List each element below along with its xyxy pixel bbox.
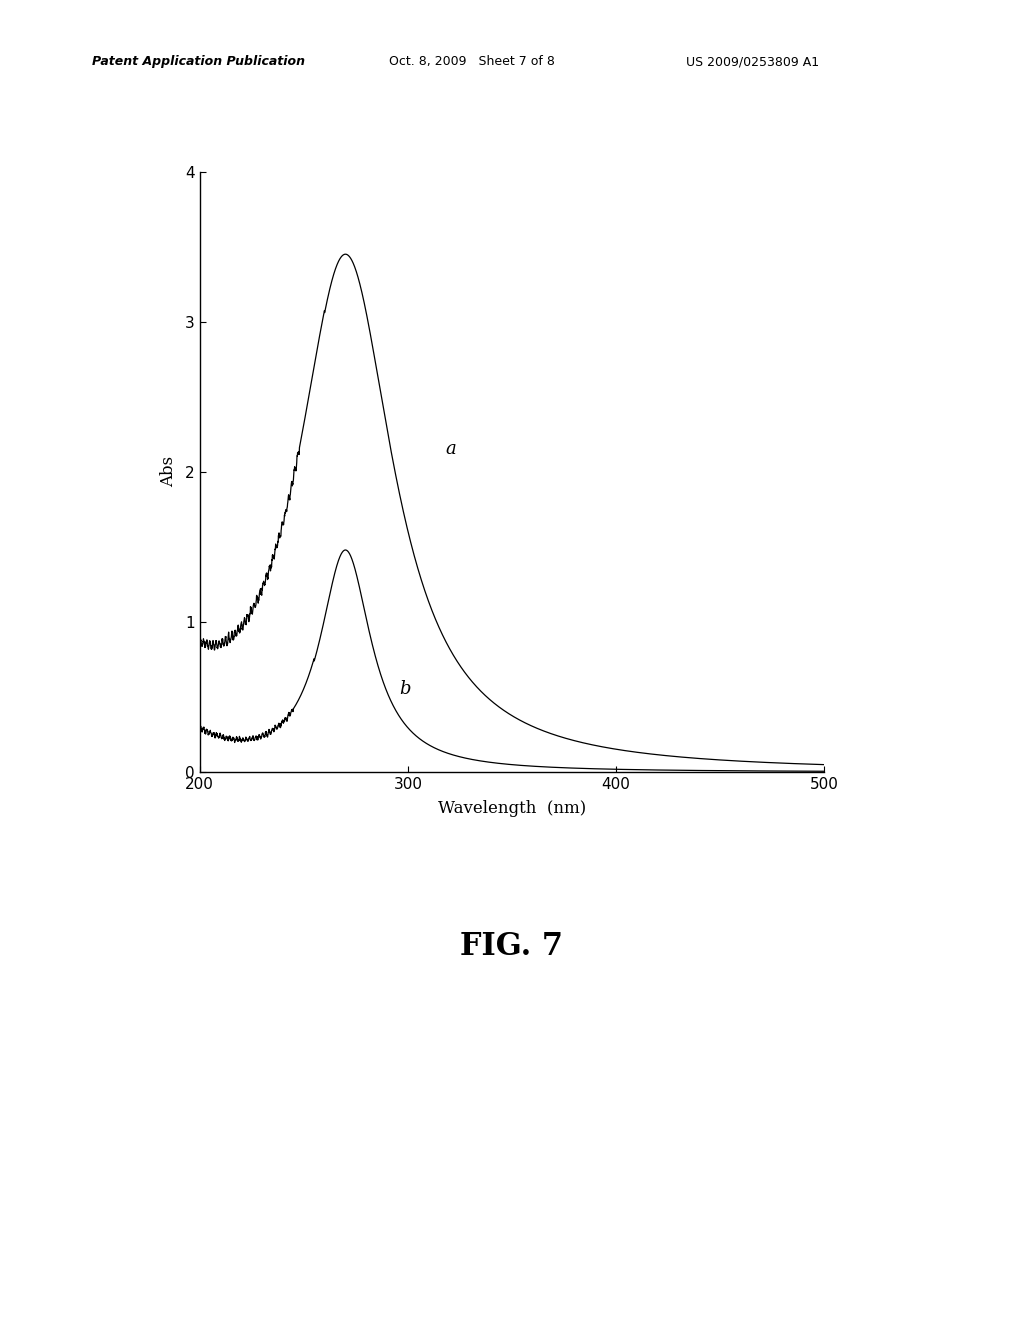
- Text: US 2009/0253809 A1: US 2009/0253809 A1: [686, 55, 819, 69]
- Text: Patent Application Publication: Patent Application Publication: [92, 55, 305, 69]
- Text: Oct. 8, 2009   Sheet 7 of 8: Oct. 8, 2009 Sheet 7 of 8: [389, 55, 555, 69]
- Text: b: b: [399, 680, 411, 698]
- Y-axis label: Abs: Abs: [160, 457, 177, 487]
- Text: a: a: [445, 440, 456, 458]
- X-axis label: Wavelength  (nm): Wavelength (nm): [438, 800, 586, 817]
- Text: FIG. 7: FIG. 7: [461, 931, 563, 961]
